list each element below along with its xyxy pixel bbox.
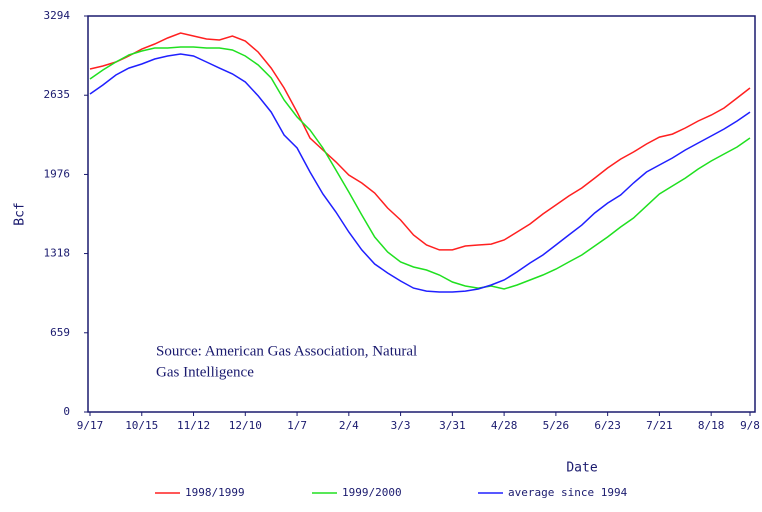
x-tick-label: 3/3 [391, 419, 411, 432]
x-tick-label: 10/15 [125, 419, 158, 432]
x-tick-label: 7/21 [646, 419, 673, 432]
plot-frame [87, 15, 756, 413]
legend-label: average since 1994 [508, 486, 628, 499]
legend-label: 1998/1999 [185, 486, 245, 499]
series-line [89, 32, 751, 251]
x-tick-label: 12/10 [229, 419, 262, 432]
series-line [89, 46, 751, 290]
y-axis-label: Bcf [13, 202, 28, 225]
x-tick-label: 1/7 [287, 419, 307, 432]
x-tick-label: 3/31 [439, 419, 466, 432]
x-tick-label: 4/28 [491, 419, 518, 432]
y-tick-label: 1318 [44, 247, 71, 260]
series-line [89, 53, 751, 293]
x-tick-label: 9/8 [740, 419, 760, 432]
x-tick-label: 8/18 [698, 419, 725, 432]
y-tick-label: 2635 [44, 88, 71, 101]
x-axis-label: Date [566, 461, 597, 476]
x-tick-label: 9/17 [77, 419, 104, 432]
y-tick-label: 0 [63, 405, 70, 418]
x-tick-label: 5/26 [543, 419, 570, 432]
annotation: Source: American Gas Association, Natura… [156, 343, 417, 359]
annotation: Gas Intelligence [156, 364, 254, 380]
y-tick-label: 3294 [44, 9, 71, 22]
y-tick-label: 659 [50, 326, 70, 339]
x-tick-label: 6/23 [594, 419, 621, 432]
legend-label: 1999/2000 [342, 486, 402, 499]
x-tick-label: 2/4 [339, 419, 359, 432]
y-tick-label: 1976 [44, 167, 71, 180]
x-tick-label: 11/12 [177, 419, 210, 432]
